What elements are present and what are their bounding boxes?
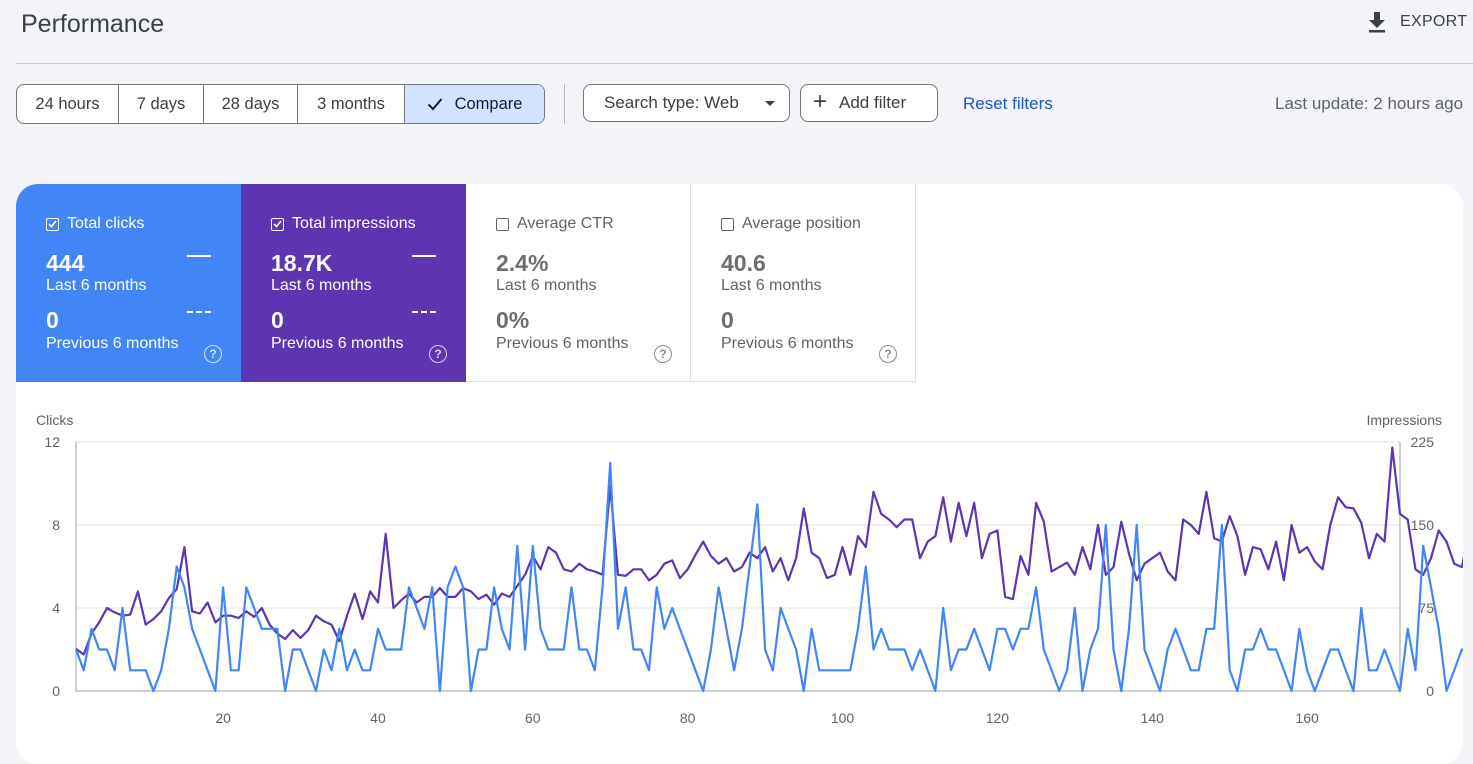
metric-total-clicks[interactable]: Total clicks 444 Last 6 months 0 Previou… bbox=[16, 184, 241, 382]
metric-label: Average position bbox=[742, 215, 861, 232]
range-7-days-button[interactable]: 7 days bbox=[119, 85, 204, 123]
y-right-tick-label: 75 bbox=[1418, 600, 1434, 616]
metric-average-position[interactable]: Average position 40.6 Last 6 months 0 Pr… bbox=[691, 184, 916, 382]
plus-icon: + bbox=[813, 88, 828, 115]
metric-value: 444 bbox=[46, 250, 85, 276]
metric-previous-period: Previous 6 months bbox=[721, 334, 854, 352]
y-right-tick-label: 0 bbox=[1426, 683, 1434, 699]
y-right-tick-label: 150 bbox=[1411, 517, 1435, 533]
reset-filters-link[interactable]: Reset filters bbox=[963, 94, 1053, 113]
x-tick-label: 20 bbox=[215, 710, 231, 726]
dashed-line-legend-icon bbox=[187, 311, 211, 313]
metric-average-ctr[interactable]: Average CTR 2.4% Last 6 months 0% Previo… bbox=[466, 184, 691, 382]
compare-button[interactable]: Compare bbox=[405, 85, 544, 123]
metric-previous-value: 0% bbox=[496, 307, 530, 334]
range-28-days-button[interactable]: 28 days bbox=[204, 85, 298, 123]
export-label: EXPORT bbox=[1400, 13, 1468, 30]
search-type-label: Search type: Web bbox=[604, 93, 739, 112]
help-circle-icon[interactable]: ? bbox=[654, 345, 672, 363]
caret-down-icon bbox=[765, 101, 775, 106]
help-circle-icon[interactable]: ? bbox=[879, 345, 897, 363]
checkbox-unchecked-icon[interactable] bbox=[721, 217, 734, 231]
metric-label: Average CTR bbox=[517, 215, 614, 232]
y-left-tick-label: 12 bbox=[44, 434, 60, 450]
x-tick-label: 140 bbox=[1141, 710, 1165, 726]
search-type-dropdown[interactable]: Search type: Web bbox=[583, 84, 790, 122]
series-line-impressions bbox=[75, 446, 1463, 656]
metric-period: Last 6 months bbox=[721, 277, 822, 295]
metric-previous-value: 0 bbox=[46, 307, 59, 334]
date-range-selector: 24 hours 7 days 28 days 3 months Compare bbox=[16, 84, 545, 124]
compare-label: Compare bbox=[454, 94, 523, 113]
help-circle-icon[interactable]: ? bbox=[204, 345, 222, 363]
metric-label: Total impressions bbox=[292, 215, 416, 232]
x-tick-label: 160 bbox=[1295, 710, 1319, 726]
y-left-axis-label: Clicks bbox=[36, 412, 73, 428]
add-filter-button[interactable]: + Add filter bbox=[800, 84, 938, 122]
y-left-tick-label: 0 bbox=[52, 683, 60, 699]
y-left-tick-label: 8 bbox=[52, 517, 60, 533]
metric-period: Last 6 months bbox=[271, 277, 372, 295]
metric-previous-period: Previous 6 months bbox=[496, 334, 629, 352]
range-24-hours-button[interactable]: 24 hours bbox=[17, 85, 119, 123]
solid-line-legend-icon bbox=[187, 255, 211, 257]
metric-value: 40.6 bbox=[721, 250, 766, 276]
performance-card: Total clicks 444 Last 6 months 0 Previou… bbox=[16, 184, 1463, 764]
metric-value: 2.4% bbox=[496, 250, 549, 276]
checkbox-checked-icon[interactable] bbox=[271, 217, 284, 231]
metric-previous-value: 0 bbox=[271, 307, 284, 334]
metric-total-impressions[interactable]: Total impressions 18.7K Last 6 months 0 … bbox=[241, 184, 466, 382]
metric-previous-period: Previous 6 months bbox=[46, 334, 179, 352]
x-tick-label: 120 bbox=[986, 710, 1010, 726]
add-filter-label: Add filter bbox=[839, 93, 907, 112]
y-left-tick-label: 4 bbox=[52, 600, 60, 616]
export-button[interactable]: EXPORT bbox=[1366, 10, 1467, 34]
checkbox-unchecked-icon[interactable] bbox=[496, 217, 509, 231]
x-tick-label: 40 bbox=[370, 710, 386, 726]
metric-label: Total clicks bbox=[67, 215, 145, 232]
metric-previous-period: Previous 6 months bbox=[271, 334, 404, 352]
header-divider bbox=[16, 63, 1473, 64]
metric-period: Last 6 months bbox=[46, 277, 147, 295]
download-icon bbox=[1369, 12, 1385, 33]
checkbox-checked-icon[interactable] bbox=[46, 217, 59, 231]
page-title: Performance bbox=[21, 10, 165, 38]
range-3-months-button[interactable]: 3 months bbox=[298, 85, 405, 123]
y-right-axis-label: Impressions bbox=[1367, 412, 1442, 428]
y-right-tick-label: 225 bbox=[1411, 434, 1435, 450]
dashed-line-legend-icon bbox=[412, 311, 436, 313]
x-tick-label: 100 bbox=[831, 710, 855, 726]
metric-value: 18.7K bbox=[271, 250, 333, 276]
metric-previous-value: 0 bbox=[721, 307, 734, 334]
check-icon bbox=[427, 98, 442, 111]
help-circle-icon[interactable]: ? bbox=[429, 345, 447, 363]
x-tick-label: 80 bbox=[680, 710, 696, 726]
last-update-text: Last update: 2 hours ago bbox=[1275, 94, 1464, 113]
series-line-clicks bbox=[74, 461, 1463, 693]
x-tick-label: 60 bbox=[525, 710, 541, 726]
solid-line-legend-icon bbox=[412, 255, 436, 257]
metric-period: Last 6 months bbox=[496, 277, 597, 295]
toolbar-separator bbox=[564, 84, 565, 124]
